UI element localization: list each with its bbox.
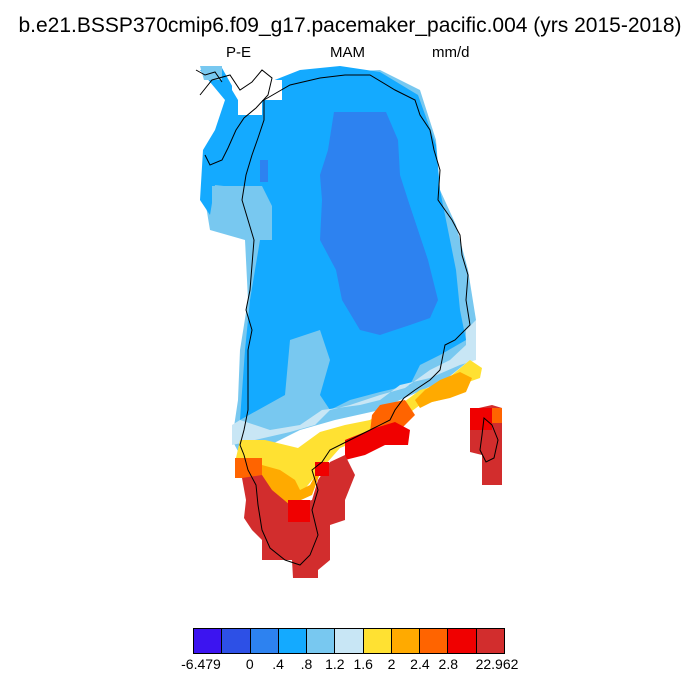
field-region-orange <box>415 372 472 408</box>
field-region-pale <box>232 320 476 445</box>
colorbar-tick-label: 0 <box>245 656 254 672</box>
greenland-map <box>195 66 502 578</box>
colorbar-tick-label: 22.962 <box>475 656 519 672</box>
field-region-dark-blue <box>320 112 438 335</box>
field-region-orange-s <box>262 460 325 505</box>
colorbar-tick-label: .4 <box>272 656 284 672</box>
field-cell-dark-orange-island <box>492 408 502 423</box>
field-cells <box>200 66 502 578</box>
colorbar-tick-label: 2 <box>387 656 396 672</box>
field-cell-red-2 <box>315 462 329 476</box>
colorbar-swatch <box>363 629 392 653</box>
field-cell-dark-blue <box>260 160 268 182</box>
units-label: mm/d <box>432 44 470 61</box>
colorbar-swatch <box>335 629 364 653</box>
colorbar-tick-label: .8 <box>300 656 313 672</box>
colorbar-tick-label: 2.8 <box>438 656 458 672</box>
colorbar-swatch <box>307 629 336 653</box>
coastline-northwest <box>195 69 223 83</box>
field-region-dark-orange <box>235 458 262 478</box>
page-title: b.e21.BSSP370cmip6.f09_g17.pacemaker_pac… <box>18 14 682 37</box>
season-label: MAM <box>330 44 365 61</box>
coastline-main <box>199 69 471 566</box>
colorbar-tick-label: 1.2 <box>325 656 345 672</box>
colorbar-swatch <box>250 629 279 653</box>
field-gap <box>232 68 282 115</box>
field-cell-red <box>288 500 310 522</box>
colorbar-swatch <box>476 629 504 653</box>
colorbar-tick-label: 2.4 <box>410 656 430 672</box>
variable-label: P-E <box>226 44 252 61</box>
field-region-red <box>345 422 410 460</box>
colorbar-swatch <box>278 629 308 653</box>
colorbar-swatch <box>448 629 477 653</box>
field-cell-red-island <box>470 408 492 430</box>
colorbar <box>193 628 505 654</box>
coastline-island <box>479 416 499 463</box>
colorbar-swatch <box>222 629 251 653</box>
field-region-yellow <box>236 360 482 495</box>
colorbar-tick-label: -6.479 <box>181 656 221 672</box>
colorbar-swatch <box>420 629 449 653</box>
colorbar-swatch <box>194 629 223 653</box>
coastline <box>195 69 499 566</box>
colorbar-swatch <box>391 629 421 653</box>
field-region-light-blue-w <box>212 186 272 240</box>
colorbar-tick-label: 1.6 <box>353 656 373 672</box>
